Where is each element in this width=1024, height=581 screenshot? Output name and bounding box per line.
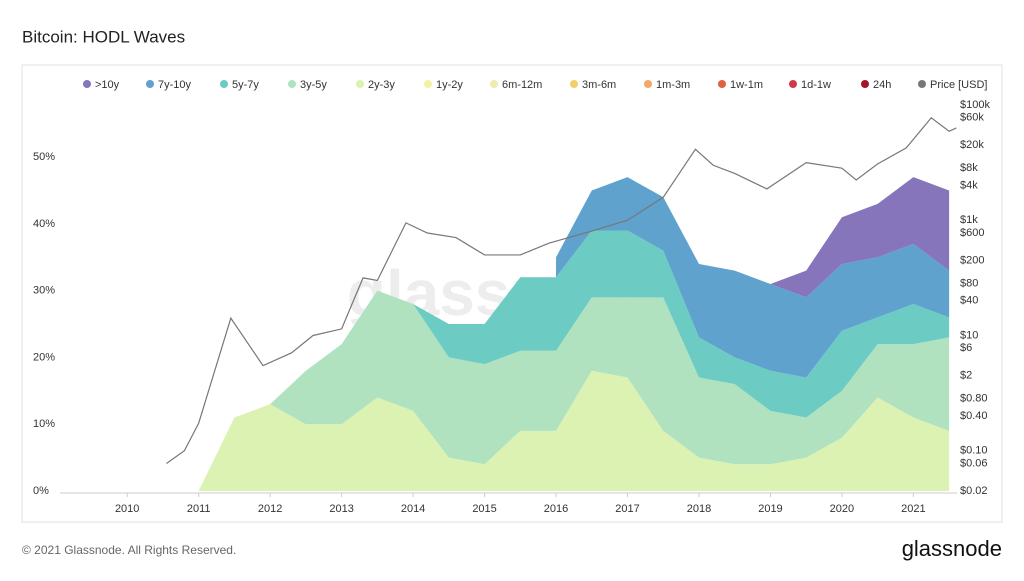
y2-tick-label: $0.40 — [960, 410, 988, 422]
x-tick-label: 2017 — [615, 503, 639, 515]
legend-label[interactable]: 7y-10y — [158, 79, 192, 91]
y2-tick-label: $600 — [960, 227, 984, 239]
y2-tick-label: $8k — [960, 162, 978, 174]
legend-dot — [861, 80, 869, 88]
legend-dot — [918, 80, 926, 88]
legend-dot — [490, 80, 498, 88]
footer: © 2021 Glassnode. All Rights Reserved. — [22, 543, 236, 557]
y2-tick-label: $40 — [960, 295, 978, 307]
y-tick-label: 0% — [33, 485, 49, 497]
x-tick-label: 2019 — [758, 503, 782, 515]
y2-tick-label: $60k — [960, 112, 984, 124]
y2-tick-label: $20k — [960, 139, 984, 151]
y-tick-label: 50% — [33, 151, 55, 163]
legend-dot — [570, 80, 578, 88]
x-tick-label: 2014 — [401, 503, 425, 515]
hodl-area — [770, 177, 950, 298]
y2-tick-label: $80 — [960, 277, 978, 289]
y2-tick-label: $0.02 — [960, 485, 988, 497]
y-tick-label: 30% — [33, 285, 55, 297]
legend-dot — [789, 80, 797, 88]
legend-dot — [146, 80, 154, 88]
y2-tick-label: $1k — [960, 214, 978, 226]
chart-title: Bitcoin: HODL Waves — [22, 27, 185, 46]
y2-tick-label: $6 — [960, 342, 972, 354]
legend-label[interactable]: 5y-7y — [232, 79, 259, 91]
x-tick-label: 2015 — [472, 503, 496, 515]
x-tick-label: 2020 — [830, 503, 854, 515]
legend-label[interactable]: 3y-5y — [300, 79, 327, 91]
legend-label[interactable]: >10y — [95, 79, 120, 91]
legend-label[interactable]: 6m-12m — [502, 79, 542, 91]
legend-dot — [644, 80, 652, 88]
legend-dot — [718, 80, 726, 88]
legend-label[interactable]: 24h — [873, 79, 891, 91]
hodl-area — [413, 230, 950, 418]
legend-dot — [220, 80, 228, 88]
legend-label[interactable]: 2y-3y — [368, 79, 395, 91]
y2-tick-label: $0.10 — [960, 445, 988, 457]
x-tick-label: 2013 — [329, 503, 353, 515]
legend-label[interactable]: 1m-3m — [656, 79, 690, 91]
x-tick-label: 2016 — [544, 503, 568, 515]
y2-tick-label: $2 — [960, 370, 972, 382]
hodl-area — [556, 177, 950, 378]
legend-dot — [288, 80, 296, 88]
y2-tick-label: $100k — [960, 99, 990, 111]
y-tick-label: 10% — [33, 418, 55, 430]
y2-tick-label: $200 — [960, 254, 984, 266]
y2-tick-label: $4k — [960, 179, 978, 191]
price-line — [166, 116, 957, 464]
y-tick-label: 40% — [33, 218, 55, 230]
legend-label[interactable]: 1d-1w — [801, 79, 831, 91]
legend-dot — [83, 80, 91, 88]
hodl-area — [270, 290, 950, 465]
legend-label[interactable]: 1y-2y — [436, 79, 463, 91]
legend-label[interactable]: 1w-1m — [730, 79, 763, 91]
y2-tick-label: $0.80 — [960, 393, 988, 405]
y-tick-label: 20% — [33, 351, 55, 363]
x-tick-label: 2018 — [687, 503, 711, 515]
y2-tick-label: $0.06 — [960, 457, 988, 469]
x-tick-label: 2012 — [258, 503, 282, 515]
x-tick-label: 2010 — [115, 503, 139, 515]
brand-logo: glassnode — [902, 536, 1002, 561]
chart-frame — [21, 64, 1003, 523]
legend-label[interactable]: 3m-6m — [582, 79, 616, 91]
x-tick-label: 2011 — [187, 503, 211, 515]
y2-tick-label: $10 — [960, 329, 978, 341]
hodl-area — [198, 370, 950, 491]
x-tick-label: 2021 — [901, 503, 925, 515]
legend-dot — [356, 80, 364, 88]
legend-label[interactable]: Price [USD] — [930, 79, 987, 91]
legend-dot — [424, 80, 432, 88]
